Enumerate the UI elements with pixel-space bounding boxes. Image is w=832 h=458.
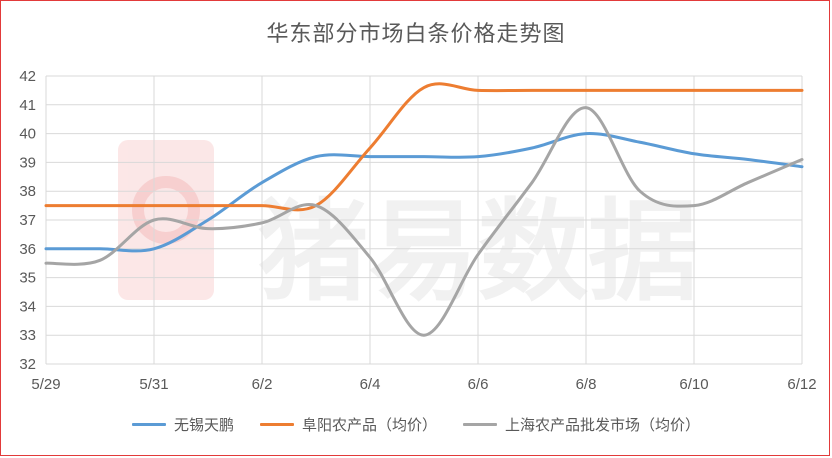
legend-label-fuyang: 阜阳农产品（均价） [301,416,437,434]
legend-swatch-shanghai [463,423,497,426]
legend-swatch-wuxi [131,423,166,426]
x-tick-label: 6/2 [252,376,273,393]
legend-item-wuxi: 无锡天鹏 [131,414,234,435]
y-tick-label: 40 [19,126,36,143]
legend-item-shanghai: 上海农产品批发市场（均价） [463,414,700,435]
chart-title: 华东部分市场白条价格走势图 [266,22,566,47]
series-lines [44,82,804,337]
legend-label-shanghai: 上海农产品批发市场（均价） [505,416,701,434]
y-tick-label: 41 [19,97,36,114]
x-tick-label: 6/12 [787,376,816,393]
x-tick-label: 5/31 [139,376,168,393]
x-axis: 5/29 5/31 6/2 6/4 6/6 6/8 6/10 6/12 [31,376,816,393]
y-tick-label: 36 [19,241,36,258]
y-tick-label: 37 [19,212,36,229]
y-tick-label: 38 [19,183,36,200]
y-tick-label: 34 [19,298,36,315]
y-tick-label: 35 [19,270,36,287]
y-tick-label: 42 [19,68,36,85]
x-tick-label: 6/4 [360,376,381,393]
legend-label-wuxi: 无锡天鹏 [173,416,234,434]
y-tick-label: 33 [19,327,36,344]
y-tick-label: 32 [19,356,36,373]
x-tick-label: 6/6 [468,376,489,393]
legend: 无锡天鹏 阜阳农产品（均价） 上海农产品批发市场（均价） [0,414,832,435]
series-line-shanghai [44,106,804,337]
x-tick-label: 6/10 [679,376,708,393]
watermark-logo-ring [132,176,200,244]
series-line-wuxi [44,132,804,253]
x-tick-label: 6/8 [576,376,597,393]
legend-item-fuyang: 阜阳农产品（均价） [259,414,437,435]
legend-swatch-fuyang [259,423,294,426]
series-line-fuyang [44,82,804,212]
y-axis: 32 33 34 35 36 37 38 39 40 41 42 [19,68,36,373]
x-tick-label: 5/29 [31,376,60,393]
y-tick-label: 39 [19,154,36,171]
